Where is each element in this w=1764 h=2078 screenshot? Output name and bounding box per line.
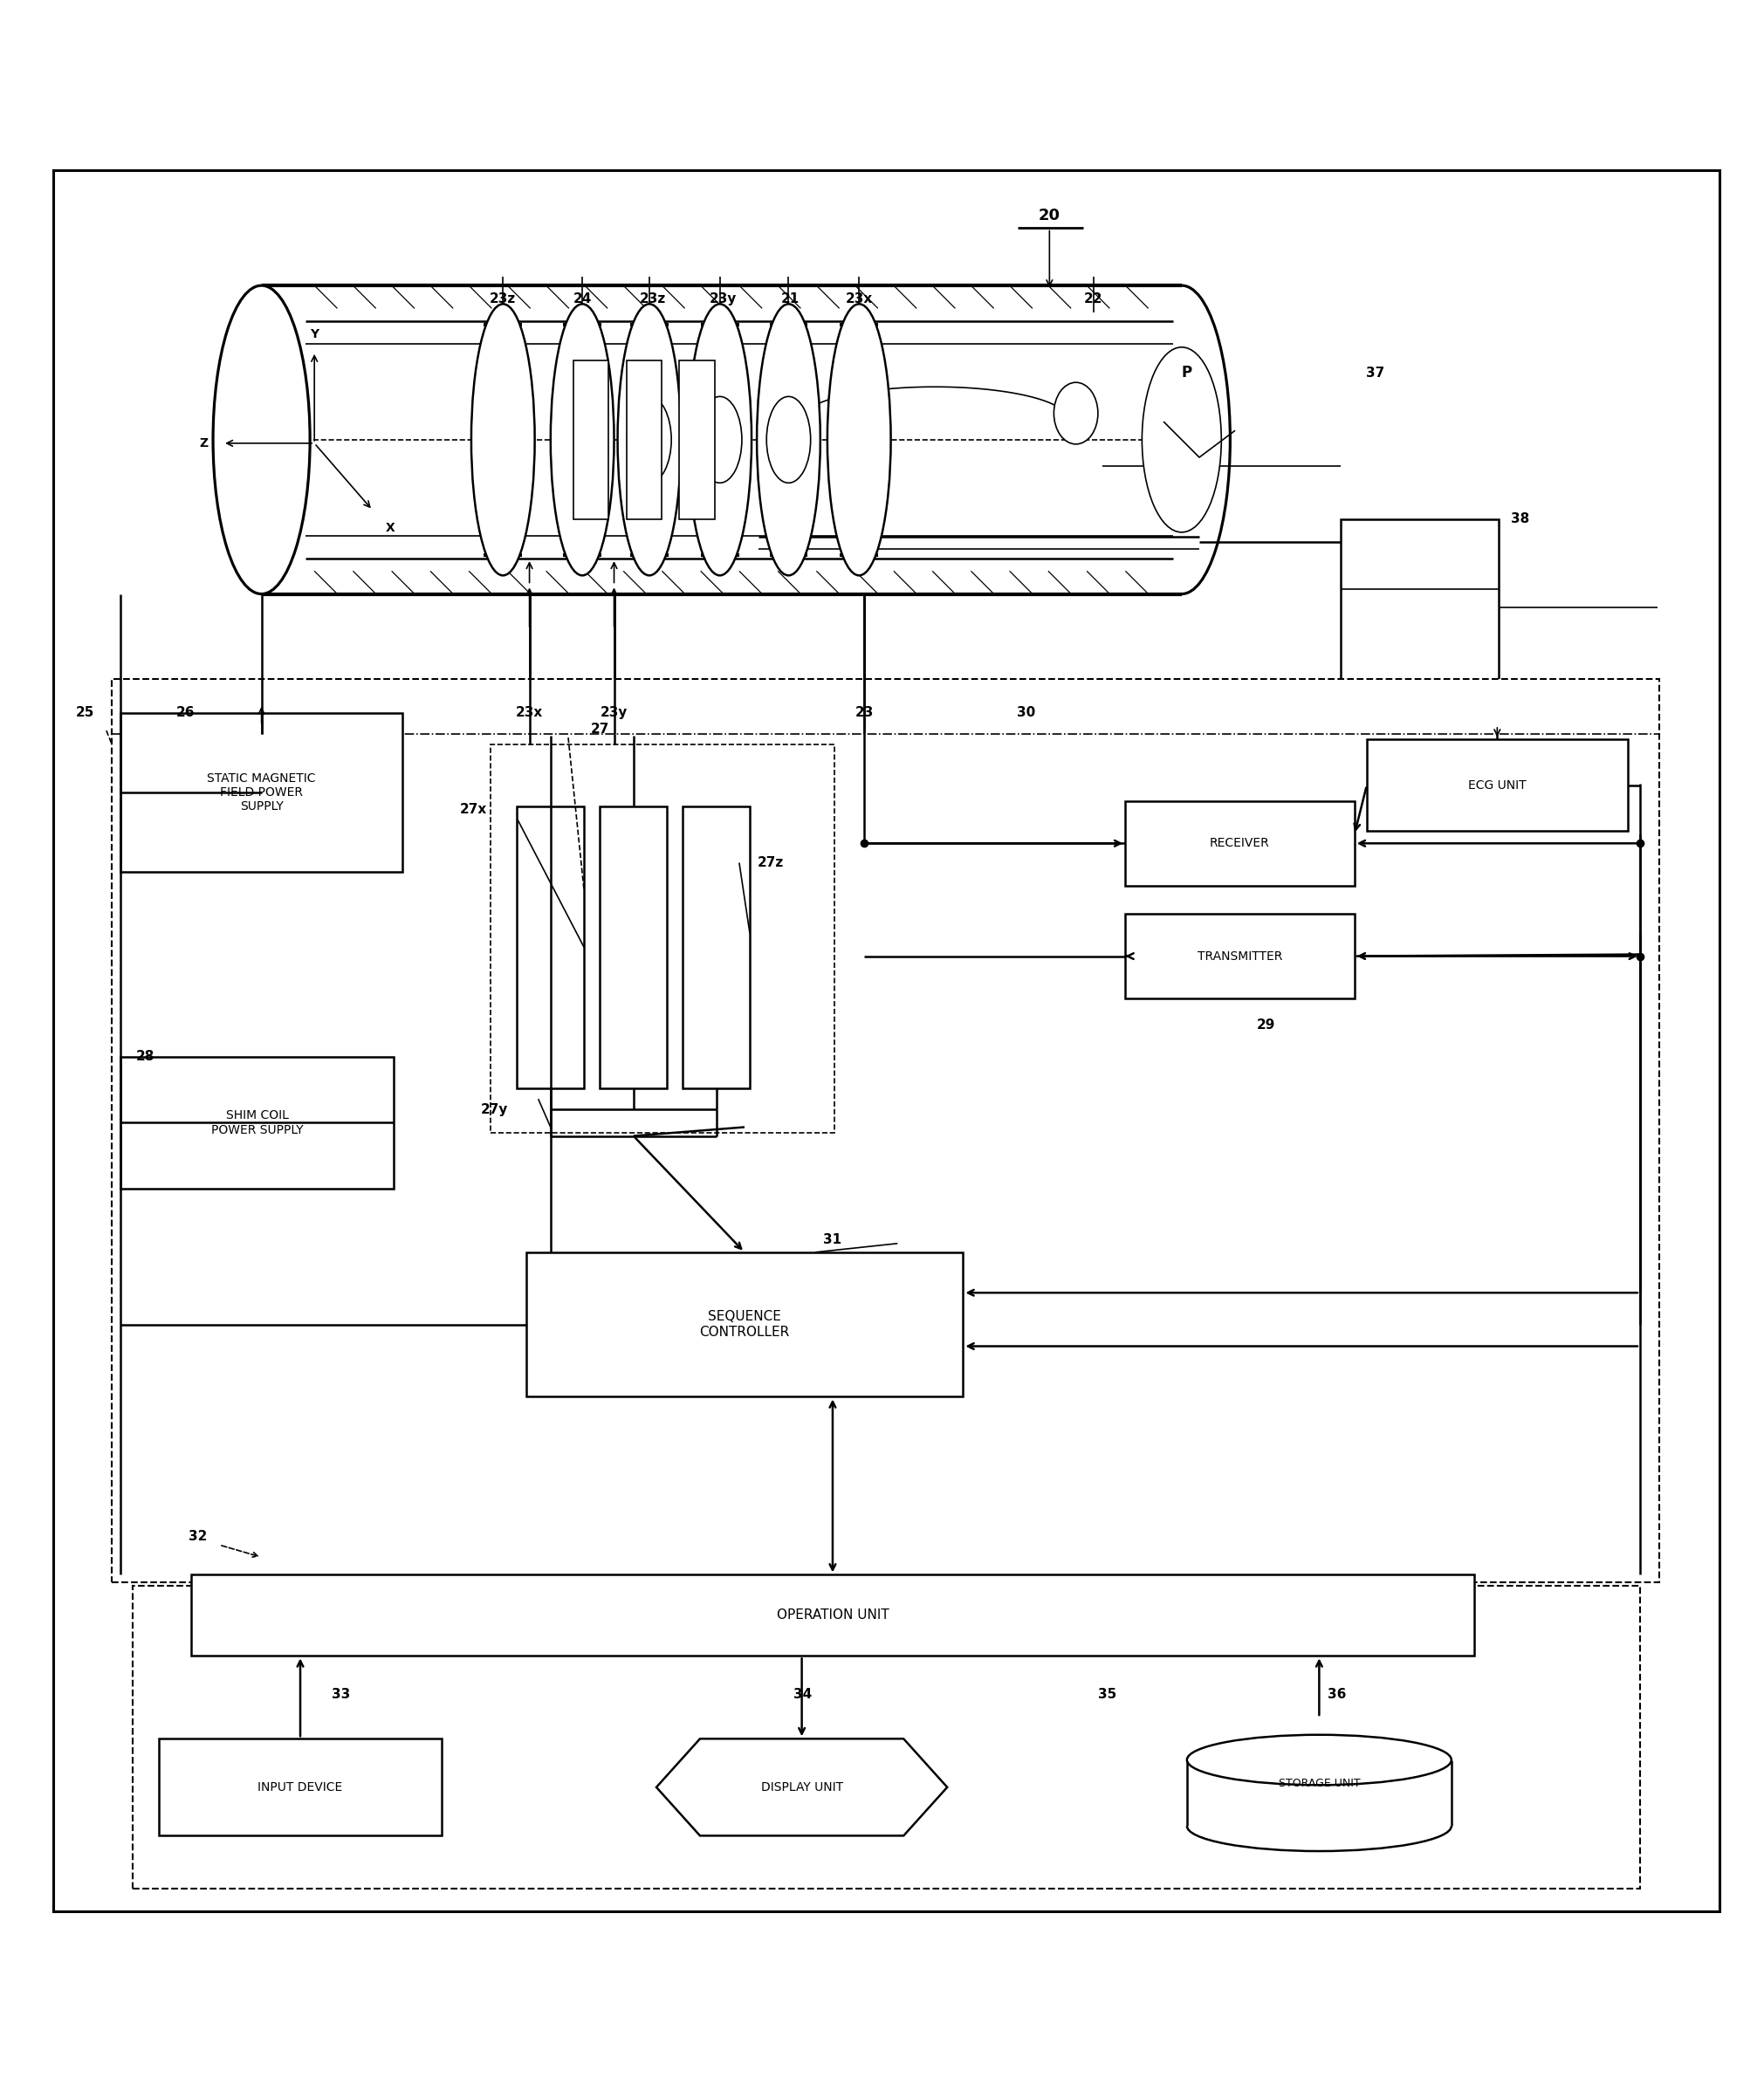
Text: INPUT DEVICE: INPUT DEVICE bbox=[258, 1781, 342, 1793]
Bar bbox=[600, 806, 667, 1089]
Text: 30: 30 bbox=[1018, 707, 1035, 719]
Text: 27y: 27y bbox=[480, 1103, 508, 1116]
Text: X: X bbox=[386, 522, 395, 534]
Text: 25: 25 bbox=[76, 707, 95, 719]
Bar bbox=[1367, 740, 1628, 831]
Text: 23z: 23z bbox=[640, 293, 667, 305]
Bar bbox=[490, 744, 834, 1133]
Text: RECEIVER: RECEIVER bbox=[1210, 837, 1270, 850]
Text: STORAGE UNIT: STORAGE UNIT bbox=[1279, 1779, 1360, 1789]
Text: 33: 33 bbox=[332, 1687, 349, 1702]
Ellipse shape bbox=[699, 397, 743, 482]
Text: P: P bbox=[1182, 366, 1192, 380]
Text: 23x: 23x bbox=[515, 707, 543, 719]
Text: 29: 29 bbox=[1258, 1018, 1275, 1031]
Text: 26: 26 bbox=[176, 707, 196, 719]
Text: 23y: 23y bbox=[600, 707, 628, 719]
Text: 23y: 23y bbox=[709, 293, 737, 305]
Text: 27z: 27z bbox=[759, 856, 785, 869]
Text: 27: 27 bbox=[591, 723, 609, 736]
Text: 27x: 27x bbox=[459, 804, 487, 817]
Ellipse shape bbox=[550, 303, 614, 576]
Text: 23z: 23z bbox=[490, 293, 517, 305]
Text: 31: 31 bbox=[824, 1234, 841, 1247]
Text: DISPLAY UNIT: DISPLAY UNIT bbox=[760, 1781, 843, 1793]
Text: SEQUENCE
CONTROLLER: SEQUENCE CONTROLLER bbox=[700, 1311, 790, 1338]
Text: 20: 20 bbox=[1039, 208, 1060, 224]
Text: 23: 23 bbox=[856, 707, 873, 719]
Text: 35: 35 bbox=[1099, 1687, 1117, 1702]
Ellipse shape bbox=[471, 303, 534, 576]
Text: Z: Z bbox=[199, 436, 208, 449]
Bar bbox=[573, 359, 609, 520]
Text: 23x: 23x bbox=[845, 293, 873, 305]
Ellipse shape bbox=[628, 397, 672, 482]
Text: OPERATION UNIT: OPERATION UNIT bbox=[776, 1608, 889, 1623]
Text: SHIM COIL
POWER SUPPLY: SHIM COIL POWER SUPPLY bbox=[212, 1110, 303, 1137]
Text: STATIC MAGNETIC
FIELD POWER
SUPPLY: STATIC MAGNETIC FIELD POWER SUPPLY bbox=[206, 773, 316, 812]
Text: 36: 36 bbox=[1328, 1687, 1346, 1702]
Ellipse shape bbox=[1187, 1735, 1452, 1785]
Bar bbox=[120, 1056, 393, 1189]
Bar bbox=[111, 680, 1660, 1581]
Text: 32: 32 bbox=[189, 1529, 208, 1542]
Text: ECG UNIT: ECG UNIT bbox=[1468, 779, 1526, 792]
Bar bbox=[191, 1575, 1475, 1656]
Ellipse shape bbox=[617, 303, 681, 576]
Text: 21: 21 bbox=[781, 293, 799, 305]
Text: 37: 37 bbox=[1367, 366, 1385, 380]
Text: 38: 38 bbox=[1510, 513, 1529, 526]
Bar bbox=[159, 1739, 441, 1835]
Text: 34: 34 bbox=[794, 1687, 811, 1702]
Ellipse shape bbox=[767, 397, 811, 482]
Text: Y: Y bbox=[310, 328, 319, 341]
Bar bbox=[1125, 800, 1355, 885]
Ellipse shape bbox=[1053, 382, 1097, 445]
Text: 22: 22 bbox=[1085, 293, 1102, 305]
Bar bbox=[626, 359, 662, 520]
Ellipse shape bbox=[688, 303, 751, 576]
Bar bbox=[1341, 520, 1499, 696]
Ellipse shape bbox=[213, 285, 310, 594]
Ellipse shape bbox=[827, 303, 891, 576]
Ellipse shape bbox=[1141, 347, 1221, 532]
Bar bbox=[679, 359, 714, 520]
Text: TRANSMITTER: TRANSMITTER bbox=[1198, 950, 1282, 962]
Bar bbox=[132, 1586, 1641, 1889]
Ellipse shape bbox=[757, 303, 820, 576]
Bar bbox=[1125, 914, 1355, 997]
Text: 28: 28 bbox=[136, 1049, 155, 1064]
Polygon shape bbox=[656, 1739, 947, 1835]
Bar bbox=[120, 713, 402, 871]
Bar bbox=[526, 1253, 963, 1396]
Bar bbox=[517, 806, 584, 1089]
Bar bbox=[683, 806, 750, 1089]
Text: 24: 24 bbox=[573, 293, 591, 305]
